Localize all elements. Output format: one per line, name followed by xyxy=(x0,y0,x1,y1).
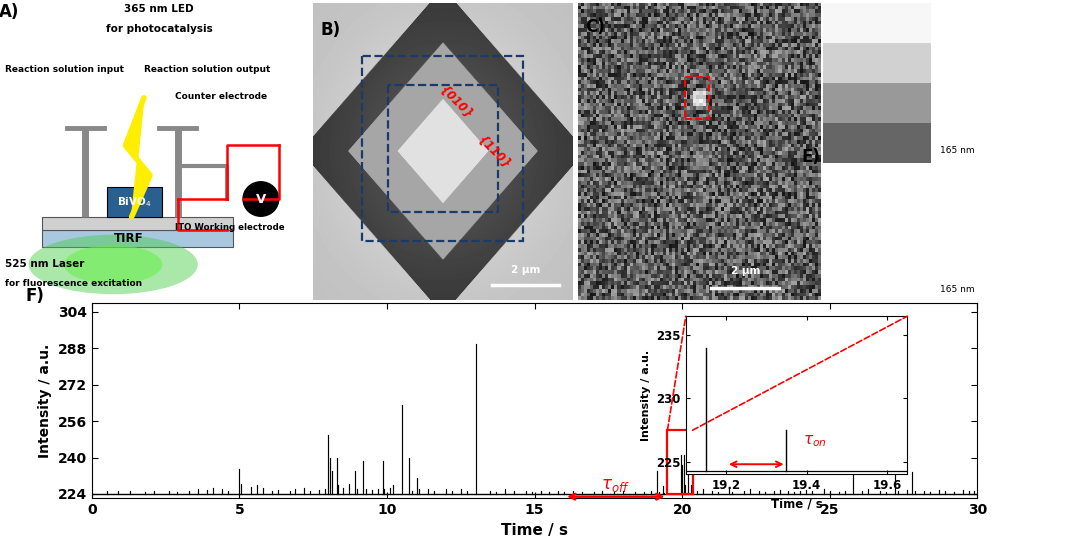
Text: for fluorescence excitation: for fluorescence excitation xyxy=(5,279,143,288)
Bar xyxy=(858,202,896,267)
Text: C): C) xyxy=(585,18,605,35)
Bar xyxy=(823,3,931,43)
Text: 2 μm: 2 μm xyxy=(511,265,540,275)
Circle shape xyxy=(243,182,279,216)
Ellipse shape xyxy=(28,235,198,294)
Text: {010}: {010} xyxy=(436,84,475,122)
Bar xyxy=(823,83,931,123)
Y-axis label: Intensity / a.u.: Intensity / a.u. xyxy=(38,344,52,458)
Text: 525 nm Laser: 525 nm Laser xyxy=(5,258,84,269)
Text: 2 μm: 2 μm xyxy=(731,266,760,277)
Bar xyxy=(823,43,931,83)
Text: B): B) xyxy=(321,20,341,39)
Text: F): F) xyxy=(26,287,44,305)
Bar xyxy=(685,77,708,118)
Text: 165 nm: 165 nm xyxy=(940,146,974,155)
Y-axis label: Intensity / a.u.: Intensity / a.u. xyxy=(640,349,651,441)
Text: ITO Working electrode: ITO Working electrode xyxy=(175,223,284,232)
Text: {110}: {110} xyxy=(475,134,514,172)
FancyBboxPatch shape xyxy=(42,230,233,247)
Text: for photocatalysis: for photocatalysis xyxy=(106,24,213,34)
Text: 365 nm LED: 365 nm LED xyxy=(124,4,194,14)
Text: $\tau_{off}$: $\tau_{off}$ xyxy=(602,476,630,494)
Text: E): E) xyxy=(801,148,820,166)
Polygon shape xyxy=(125,98,150,217)
X-axis label: Time / s: Time / s xyxy=(771,498,822,511)
Text: A): A) xyxy=(0,3,19,21)
Text: Counter electrode: Counter electrode xyxy=(175,92,267,101)
Bar xyxy=(823,123,931,163)
Text: Reaction solution output: Reaction solution output xyxy=(144,65,270,74)
Text: V: V xyxy=(256,192,266,205)
X-axis label: Time / s: Time / s xyxy=(501,523,568,536)
FancyBboxPatch shape xyxy=(107,187,162,217)
Text: BiVO$_4$: BiVO$_4$ xyxy=(118,195,152,209)
Text: $\tau_{on}$: $\tau_{on}$ xyxy=(802,434,826,449)
FancyBboxPatch shape xyxy=(42,217,233,230)
Text: Reaction solution input: Reaction solution input xyxy=(5,65,124,74)
Text: 165 nm: 165 nm xyxy=(940,285,974,294)
Ellipse shape xyxy=(64,245,162,284)
Bar xyxy=(667,430,692,494)
Text: TIRF: TIRF xyxy=(113,232,144,245)
